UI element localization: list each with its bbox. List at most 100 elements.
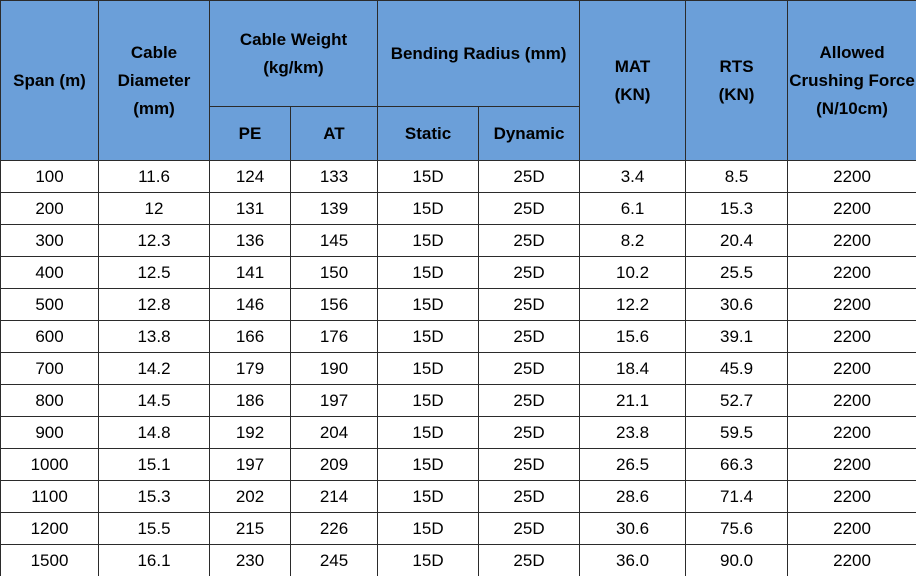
table-cell: 2200 bbox=[787, 224, 916, 257]
table-cell: 2200 bbox=[787, 416, 916, 449]
table-cell: 15.5 bbox=[98, 512, 210, 545]
table-cell: 15D bbox=[377, 352, 480, 385]
table-cell: 45.9 bbox=[685, 352, 789, 385]
table-row: 200 12 131 139 15D 25D 6.1 15.3 2200 bbox=[0, 192, 916, 225]
table-cell: 2200 bbox=[787, 512, 916, 545]
table-cell: 52.7 bbox=[685, 384, 789, 417]
table-cell: 12.8 bbox=[98, 288, 210, 321]
table-cell: 209 bbox=[289, 448, 379, 481]
header-cell: Static bbox=[377, 106, 480, 161]
table-cell: 15D bbox=[377, 288, 480, 321]
table-cell: 28.6 bbox=[579, 480, 687, 513]
table-cell: 18.4 bbox=[579, 352, 687, 385]
table-cell: 204 bbox=[289, 416, 379, 449]
table-cell: 1200 bbox=[0, 512, 99, 545]
table-cell: 25D bbox=[478, 512, 581, 545]
table-cell: 8.5 bbox=[685, 160, 789, 193]
table-cell: 75.6 bbox=[685, 512, 789, 545]
table-cell: 14.5 bbox=[98, 384, 210, 417]
table-cell: 25D bbox=[478, 256, 581, 289]
header-cell: Bending Radius (mm) bbox=[377, 0, 581, 107]
table-cell: 100 bbox=[0, 160, 99, 193]
table-cell: 12.3 bbox=[98, 224, 210, 257]
table-cell: 15D bbox=[377, 448, 480, 481]
table-cell: 25D bbox=[478, 480, 581, 513]
table-cell: 400 bbox=[0, 256, 99, 289]
table-cell: 25D bbox=[478, 320, 581, 353]
header-cell: RTS (KN) bbox=[685, 0, 789, 161]
table-cell: 15D bbox=[377, 320, 480, 353]
table-cell: 25D bbox=[478, 448, 581, 481]
table-cell: 190 bbox=[289, 352, 379, 385]
table-cell: 2200 bbox=[787, 320, 916, 353]
table-cell: 145 bbox=[289, 224, 379, 257]
table-cell: 202 bbox=[209, 480, 291, 513]
table-cell: 15.3 bbox=[98, 480, 210, 513]
table-row: 1100 15.3 202 214 15D 25D 28.6 71.4 2200 bbox=[0, 480, 916, 513]
table-body: 100 11.6 124 133 15D 25D 3.4 8.5 2200 200 12 131 139… bbox=[0, 160, 916, 576]
table-cell: 900 bbox=[0, 416, 99, 449]
header-cell: Allowed Crushing Force (N/10cm) bbox=[787, 0, 916, 161]
table-cell: 12 bbox=[98, 192, 210, 225]
table-cell: 8.2 bbox=[579, 224, 687, 257]
header-cell: Cable Diameter (mm) bbox=[98, 0, 210, 161]
table-cell: 15.1 bbox=[98, 448, 210, 481]
table-cell: 25D bbox=[478, 416, 581, 449]
table-cell: 25D bbox=[478, 224, 581, 257]
table-cell: 25D bbox=[478, 192, 581, 225]
table-cell: 16.1 bbox=[98, 544, 210, 576]
table-cell: 226 bbox=[289, 512, 379, 545]
table-cell: 25D bbox=[478, 352, 581, 385]
table-cell: 156 bbox=[289, 288, 379, 321]
table-cell: 15D bbox=[377, 480, 480, 513]
table-row: 900 14.8 192 204 15D 25D 23.8 59.5 2200 bbox=[0, 416, 916, 449]
table-cell: 71.4 bbox=[685, 480, 789, 513]
header-cell: PE bbox=[209, 106, 291, 161]
table-row: 600 13.8 166 176 15D 25D 15.6 39.1 2200 bbox=[0, 320, 916, 353]
table-cell: 2200 bbox=[787, 480, 916, 513]
table-cell: 197 bbox=[289, 384, 379, 417]
table-cell: 90.0 bbox=[685, 544, 789, 576]
table-cell: 245 bbox=[289, 544, 379, 576]
table-cell: 25D bbox=[478, 384, 581, 417]
header-cell: Dynamic bbox=[478, 106, 581, 161]
table-cell: 200 bbox=[0, 192, 99, 225]
table-cell: 2200 bbox=[787, 544, 916, 576]
table-cell: 197 bbox=[209, 448, 291, 481]
table-cell: 15D bbox=[377, 416, 480, 449]
table-cell: 30.6 bbox=[685, 288, 789, 321]
table-cell: 215 bbox=[209, 512, 291, 545]
table-row: 700 14.2 179 190 15D 25D 18.4 45.9 2200 bbox=[0, 352, 916, 385]
table-cell: 2200 bbox=[787, 384, 916, 417]
table-cell: 14.8 bbox=[98, 416, 210, 449]
table-cell: 124 bbox=[209, 160, 291, 193]
table-cell: 500 bbox=[0, 288, 99, 321]
table-row: 800 14.5 186 197 15D 25D 21.1 52.7 2200 bbox=[0, 384, 916, 417]
table-cell: 15.6 bbox=[579, 320, 687, 353]
table-cell: 15D bbox=[377, 224, 480, 257]
table-cell: 800 bbox=[0, 384, 99, 417]
table-row: 100 11.6 124 133 15D 25D 3.4 8.5 2200 bbox=[0, 160, 916, 193]
table-cell: 15D bbox=[377, 160, 480, 193]
table-row: 400 12.5 141 150 15D 25D 10.2 25.5 2200 bbox=[0, 256, 916, 289]
table-cell: 13.8 bbox=[98, 320, 210, 353]
table-cell: 166 bbox=[209, 320, 291, 353]
table-cell: 1000 bbox=[0, 448, 99, 481]
table-cell: 15D bbox=[377, 544, 480, 576]
table-cell: 23.8 bbox=[579, 416, 687, 449]
table-cell: 25D bbox=[478, 544, 581, 576]
table-cell: 15D bbox=[377, 256, 480, 289]
table-cell: 2200 bbox=[787, 192, 916, 225]
table-cell: 6.1 bbox=[579, 192, 687, 225]
table-cell: 150 bbox=[289, 256, 379, 289]
table-cell: 186 bbox=[209, 384, 291, 417]
header-cell: Span (m) bbox=[0, 0, 99, 161]
table-cell: 25.5 bbox=[685, 256, 789, 289]
table-cell: 15D bbox=[377, 512, 480, 545]
table-cell: 136 bbox=[209, 224, 291, 257]
table-cell: 36.0 bbox=[579, 544, 687, 576]
table-cell: 2200 bbox=[787, 160, 916, 193]
table-cell: 141 bbox=[209, 256, 291, 289]
